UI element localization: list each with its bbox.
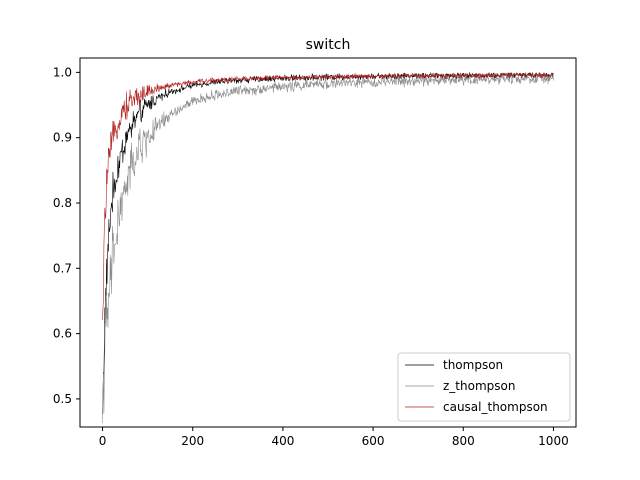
- y-tick-label: 1.0: [53, 65, 72, 79]
- plot-frame: [79, 57, 577, 428]
- y-axis: 0.5 0.6 0.7 0.8 0.9 1.0: [53, 65, 80, 406]
- x-tick-label: 0: [99, 434, 107, 448]
- series-line-causal_thompson: [102, 71, 554, 321]
- plot-lines: [102, 71, 554, 424]
- legend: thompson z_thompson causal_thompson: [397, 352, 571, 422]
- series-line-z_thompson: [102, 72, 554, 424]
- x-tick-label: 400: [271, 434, 294, 448]
- y-tick-label: 0.9: [53, 131, 72, 145]
- x-axis: 0 200 400 600 800 1000: [99, 427, 569, 448]
- x-tick-label: 800: [452, 434, 475, 448]
- chart-title: switch: [306, 37, 351, 53]
- x-tick-label: 200: [181, 434, 204, 448]
- y-tick-label: 0.6: [53, 327, 72, 341]
- legend-label-causal_thompson: causal_thompson: [443, 400, 548, 414]
- legend-label-thompson: thompson: [443, 358, 503, 372]
- legend-box: [397, 352, 571, 422]
- x-tick-label: 1000: [538, 434, 569, 448]
- y-tick-label: 0.7: [53, 261, 72, 275]
- y-tick-label: 0.5: [53, 392, 72, 406]
- x-tick-label: 600: [362, 434, 385, 448]
- y-tick-label: 0.8: [53, 196, 72, 210]
- legend-label-z_thompson: z_thompson: [443, 379, 515, 393]
